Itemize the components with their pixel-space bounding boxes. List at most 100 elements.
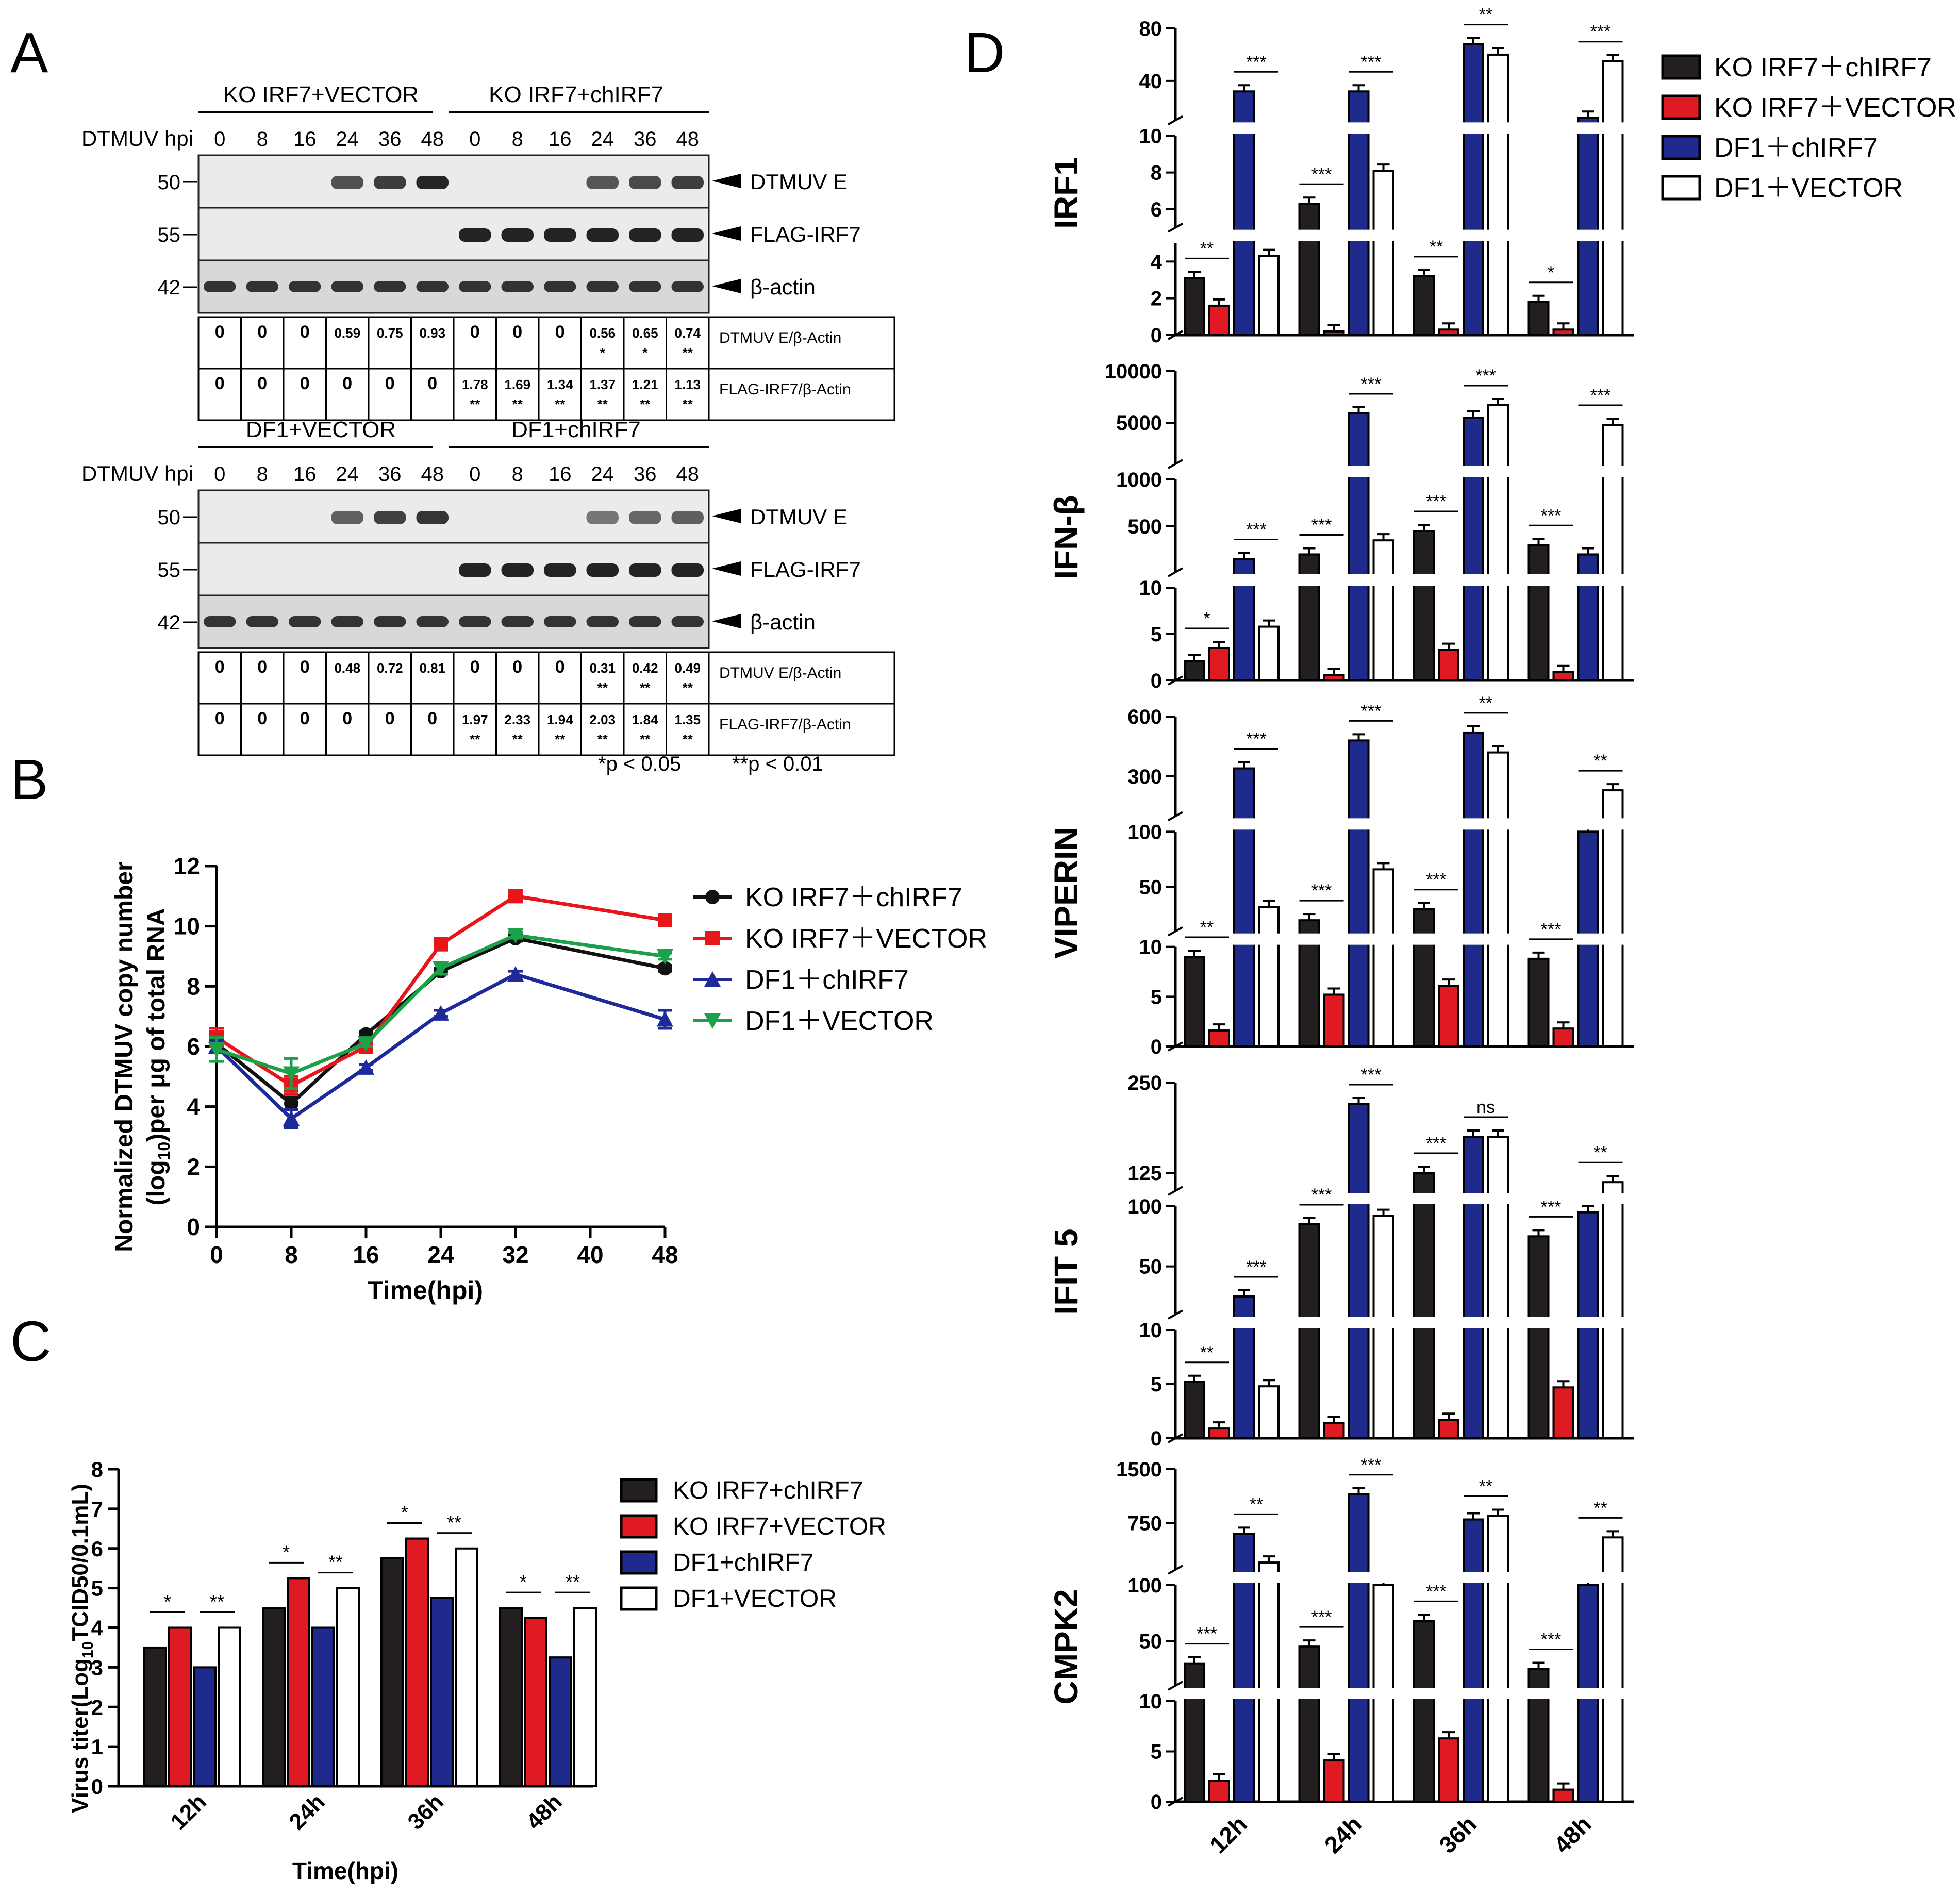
quant-value: 0 (512, 322, 522, 342)
data-point-marker (284, 1096, 298, 1111)
protein-band (331, 176, 363, 189)
y-tick-label: 0 (1151, 1036, 1162, 1058)
bar (1577, 117, 1599, 336)
significance-label: *** (1541, 1630, 1562, 1650)
y-tick-label: 2 (187, 1153, 200, 1180)
quant-value: 0.48 (334, 660, 360, 676)
quant-value: 0.81 (419, 660, 445, 676)
axis-break-mark (1168, 567, 1183, 577)
x-tick-label: 16 (353, 1241, 379, 1268)
line-series (208, 928, 673, 1090)
bar (1208, 1029, 1230, 1048)
protein-band (416, 511, 449, 524)
legend-label: KO IRF7＋VECTOR (745, 924, 987, 954)
bar (168, 1626, 192, 1787)
y-tick-label: 3 (91, 1655, 103, 1680)
y-tick-label: 10000 (1105, 360, 1162, 383)
legend-label: KO IRF7+VECTOR (673, 1513, 886, 1540)
legend-swatch (620, 1550, 658, 1575)
panel-label-c: C (10, 1310, 51, 1373)
x-tick-label: 24h (1319, 1810, 1367, 1858)
bar (1602, 789, 1624, 1048)
significance-label: * (283, 1541, 290, 1562)
protein-band (289, 281, 321, 292)
quant-row-label: DTMUV E/β-Actin (719, 664, 841, 681)
significance-label: ** (566, 1571, 580, 1592)
quant-significance: ** (683, 345, 693, 360)
blot-hpi-tick: 36 (634, 128, 657, 151)
y-axis-title-part: )per μg of total RNA (143, 908, 170, 1142)
quant-significance: ** (597, 732, 608, 747)
bar (218, 1626, 241, 1787)
axis-break-gap (1180, 466, 1634, 477)
y-tick-label: 10 (1139, 577, 1162, 600)
protein-band (374, 281, 406, 292)
quant-value: 0 (257, 709, 267, 728)
sig-note-p01: **p < 0.01 (732, 753, 823, 775)
significance-label: *** (1311, 164, 1332, 184)
bar (1298, 1645, 1320, 1803)
significance-label: * (1548, 263, 1554, 282)
quant-significance: ** (470, 732, 480, 747)
quant-value: 1.37 (589, 377, 616, 392)
quant-value: 0 (555, 657, 565, 677)
quant-value: 0.42 (632, 660, 658, 676)
significance-label: *** (1311, 881, 1332, 901)
line-series (209, 889, 672, 1096)
protein-band (331, 511, 363, 524)
sig-note-p05: *p < 0.05 (598, 753, 681, 775)
quant-value: 0 (427, 374, 437, 393)
y-axis-title-part: 10 (79, 1641, 96, 1658)
quant-significance: ** (597, 680, 608, 695)
quant-value: 0.49 (674, 660, 701, 676)
bar (1487, 1136, 1509, 1439)
protein-band (586, 616, 619, 627)
blot-band-label: DTMUV E (750, 505, 848, 529)
bar (1463, 417, 1484, 681)
bar (1184, 956, 1205, 1048)
quant-value: 0 (342, 374, 352, 393)
bar (1438, 1419, 1459, 1440)
blot-mw-marker: 42 (158, 276, 181, 299)
y-tick-label: 5 (91, 1576, 103, 1601)
y-tick-label: 80 (1139, 18, 1162, 40)
band-arrow-icon (712, 174, 741, 188)
quant-value: 0 (470, 657, 480, 677)
quant-value: 1.84 (632, 712, 658, 727)
bar (430, 1597, 454, 1787)
blot-hpi-tick: 36 (378, 463, 402, 486)
bar (405, 1537, 429, 1787)
blot-band-label: FLAG-IRF7 (750, 222, 861, 246)
blot-band-label: β-actin (750, 275, 816, 299)
axis-break-mark (1168, 1186, 1183, 1196)
blot-hpi-tick: 24 (336, 463, 359, 486)
data-point-marker (704, 1013, 721, 1029)
y-tick-label: 0 (1151, 670, 1162, 692)
significance-label: ** (210, 1591, 224, 1613)
blot-group-left-label: KO IRF7+VECTOR (223, 82, 419, 107)
gene-label: IRF1 (1048, 157, 1085, 229)
axis-break-mark (1168, 1565, 1183, 1575)
bar (311, 1626, 335, 1787)
line-series (208, 966, 673, 1129)
significance-label: *** (1541, 920, 1562, 939)
axis-break-mark (1168, 459, 1183, 469)
protein-band (501, 281, 534, 292)
significance-label: *** (1426, 870, 1447, 890)
blot-hpi-tick: 8 (512, 128, 523, 151)
protein-band (374, 511, 406, 524)
y-axis-title: Virus titer(Log10TCID50/0.1mL) (68, 1484, 96, 1813)
y-tick-label: 2 (91, 1695, 103, 1719)
significance-label: *** (1590, 386, 1611, 405)
axis-break-gap (1180, 1317, 1634, 1328)
bar (1463, 1136, 1484, 1439)
bar (1348, 1493, 1370, 1803)
axis-break-gap (1180, 933, 1634, 945)
bar (1438, 1737, 1459, 1803)
x-axis-title: Time(hpi) (368, 1276, 483, 1305)
quant-row-label: FLAG-IRF7/β-Actin (719, 381, 851, 398)
band-arrow-icon (712, 614, 741, 628)
significance-label: ** (1430, 237, 1443, 257)
